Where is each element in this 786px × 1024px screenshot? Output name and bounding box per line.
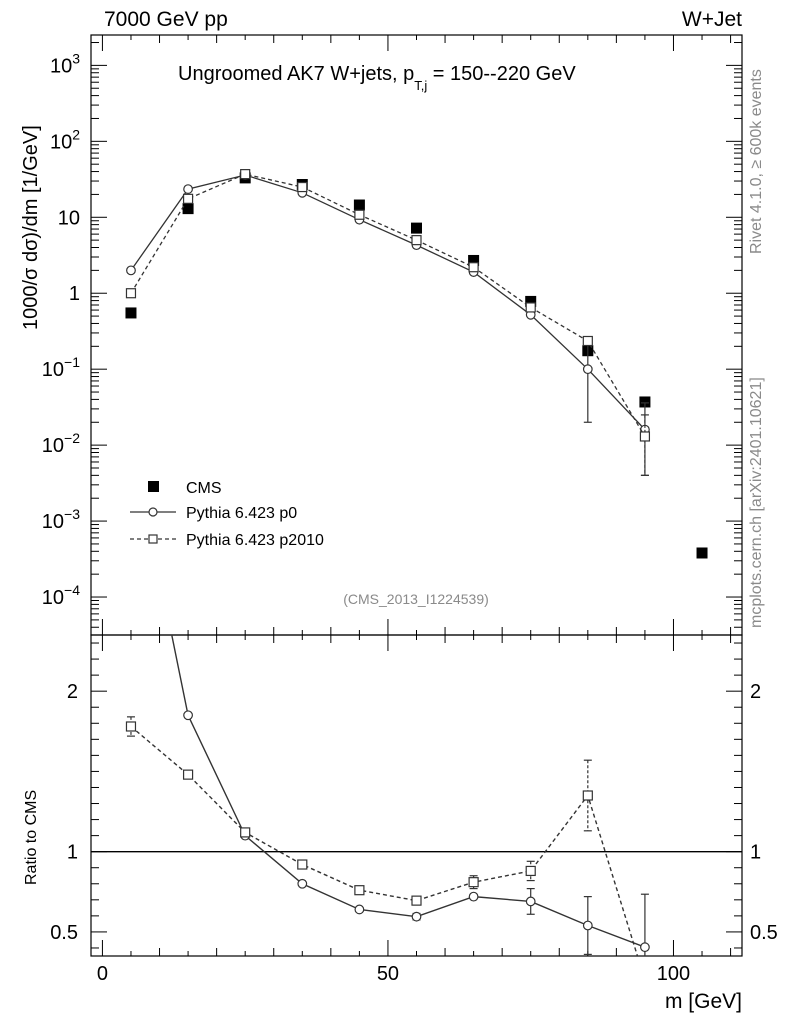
cms-data-point <box>125 307 137 319</box>
cms-data-point <box>353 199 365 211</box>
y-tick-label: 10−2 <box>42 430 80 457</box>
ratio-series-group <box>125 430 650 985</box>
x-tick-label: 0 <box>97 963 108 985</box>
y-tick-label-base: 10 <box>42 435 64 457</box>
ratio-point-p2010 <box>182 769 194 780</box>
cms-data-point <box>525 295 537 307</box>
ratio-point-p2010 <box>468 877 479 888</box>
ratio-line-p2010 <box>130 725 639 956</box>
ratio-point-p2010 <box>125 721 137 732</box>
ratio-tick-label-right: 1 <box>750 842 761 864</box>
cms-data-point <box>639 396 651 408</box>
y-tick-label-base: 10 <box>42 359 64 381</box>
y-tick-label-exponent: 3 <box>72 50 80 66</box>
legend: CMS Pythia 6.423 p0 Pythia 6.423 p2010 <box>130 480 324 549</box>
x-tick-label: 100 <box>657 963 690 985</box>
y-tick-label: 10−4 <box>42 582 80 609</box>
ratio-point-p2010 <box>640 976 649 985</box>
ratio-point-p0 <box>127 430 136 439</box>
ratio-point-p0 <box>582 920 593 931</box>
ratio-point-p2010 <box>297 859 308 870</box>
point-p2010 <box>525 302 536 313</box>
analysis-tag: (CMS_2013_I1224539) <box>343 591 489 607</box>
point-p2010 <box>182 193 194 204</box>
y-tick-label-exponent: −4 <box>64 582 80 598</box>
series-line-p0 <box>130 174 646 431</box>
ratio-point-p0 <box>525 896 536 907</box>
plot-title-main: Ungroomed AK7 W+jets, p <box>178 63 414 85</box>
y-tick-label: 10 <box>58 207 80 229</box>
y-tick-label-base: 10 <box>50 55 72 77</box>
ratio-axis-label: Ratio to CMS <box>23 790 40 885</box>
legend-p0-label: Pythia 6.423 p0 <box>186 505 297 522</box>
point-p2010 <box>125 288 137 299</box>
y-tick-label-base: 10 <box>42 587 64 609</box>
point-p0 <box>126 265 136 276</box>
plot-title-subscript: T,j <box>414 78 427 93</box>
ratio-point-p0 <box>640 942 650 953</box>
y-tick-label-base: 10 <box>58 207 80 229</box>
ratio-point-p0 <box>354 904 365 915</box>
point-p2010 <box>468 262 479 273</box>
legend-p0-marker <box>148 507 158 517</box>
point-p0 <box>582 364 593 375</box>
legend-p2010-marker <box>148 534 158 544</box>
y-axis-label: 1000/σ dσ)/dm [1/GeV] <box>20 125 42 330</box>
cms-data-point <box>411 222 422 234</box>
ratio-point-p2010 <box>582 790 593 801</box>
point-p2010 <box>240 169 251 180</box>
ratio-point-p2010 <box>354 885 365 896</box>
point-p2010 <box>639 431 651 442</box>
header-left: 7000 GeV pp <box>104 8 228 31</box>
cms-data-point <box>182 203 194 215</box>
y-tick-label-base: 10 <box>42 511 64 533</box>
ratio-point-p2010 <box>240 827 251 838</box>
main-series-group <box>125 169 708 559</box>
y-tick-label: 10−1 <box>42 354 80 381</box>
point-p2010 <box>297 181 308 193</box>
ratio-point-p0 <box>468 891 479 902</box>
ratio-tick-label: 0.5 <box>50 922 78 944</box>
rivet-version-text: Rivet 4.1.0, ≥ 600k events <box>748 69 765 254</box>
ratio-tick-label-right: 2 <box>750 681 761 703</box>
cms-data-point <box>696 547 708 559</box>
legend-p2010-label: Pythia 6.423 p2010 <box>186 532 324 549</box>
y-tick-label-base: 10 <box>50 131 72 153</box>
x-axis-label: m [GeV] <box>665 990 742 1013</box>
point-p2010 <box>582 335 593 347</box>
point-p2010 <box>354 209 365 220</box>
ratio-point-p0 <box>183 710 193 721</box>
ratio-point-p0 <box>411 911 422 922</box>
ratio-line-p0 <box>171 635 646 948</box>
ratio-point-p0 <box>297 878 308 889</box>
legend-cms-marker <box>148 481 159 492</box>
y-tick-label-base: 1 <box>69 283 80 305</box>
ratio-tick-label: 2 <box>67 681 78 703</box>
y-tick-label-exponent: 2 <box>72 126 80 142</box>
point-p0 <box>183 184 193 194</box>
cms-data-point <box>468 254 480 266</box>
y-tick-label-exponent: −2 <box>64 430 80 446</box>
series-line-p2010 <box>130 173 646 437</box>
mcplots-credit-text: mcplots.cern.ch [arXiv:2401.10621] <box>748 377 765 628</box>
plot-title: Ungroomed AK7 W+jets, pT,j = 150--220 Ge… <box>178 63 576 93</box>
ratio-point-p2010 <box>411 895 422 906</box>
plot-title-tail: = 150--220 GeV <box>427 63 576 85</box>
header-right: W+Jet <box>682 8 742 31</box>
y-tick-label: 10−3 <box>42 506 80 533</box>
y-tick-label-exponent: −1 <box>64 354 80 370</box>
y-tick-label: 102 <box>50 126 80 153</box>
x-tick-label: 50 <box>377 963 399 985</box>
point-p2010 <box>411 235 422 246</box>
y-tick-label: 1 <box>69 283 80 305</box>
legend-cms-label: CMS <box>186 480 222 497</box>
ratio-point-p2010 <box>525 865 536 877</box>
y-tick-label-exponent: −3 <box>64 506 80 522</box>
y-tick-label: 103 <box>50 50 80 77</box>
ratio-tick-label: 1 <box>67 842 78 864</box>
ratio-tick-label-right: 0.5 <box>750 922 778 944</box>
